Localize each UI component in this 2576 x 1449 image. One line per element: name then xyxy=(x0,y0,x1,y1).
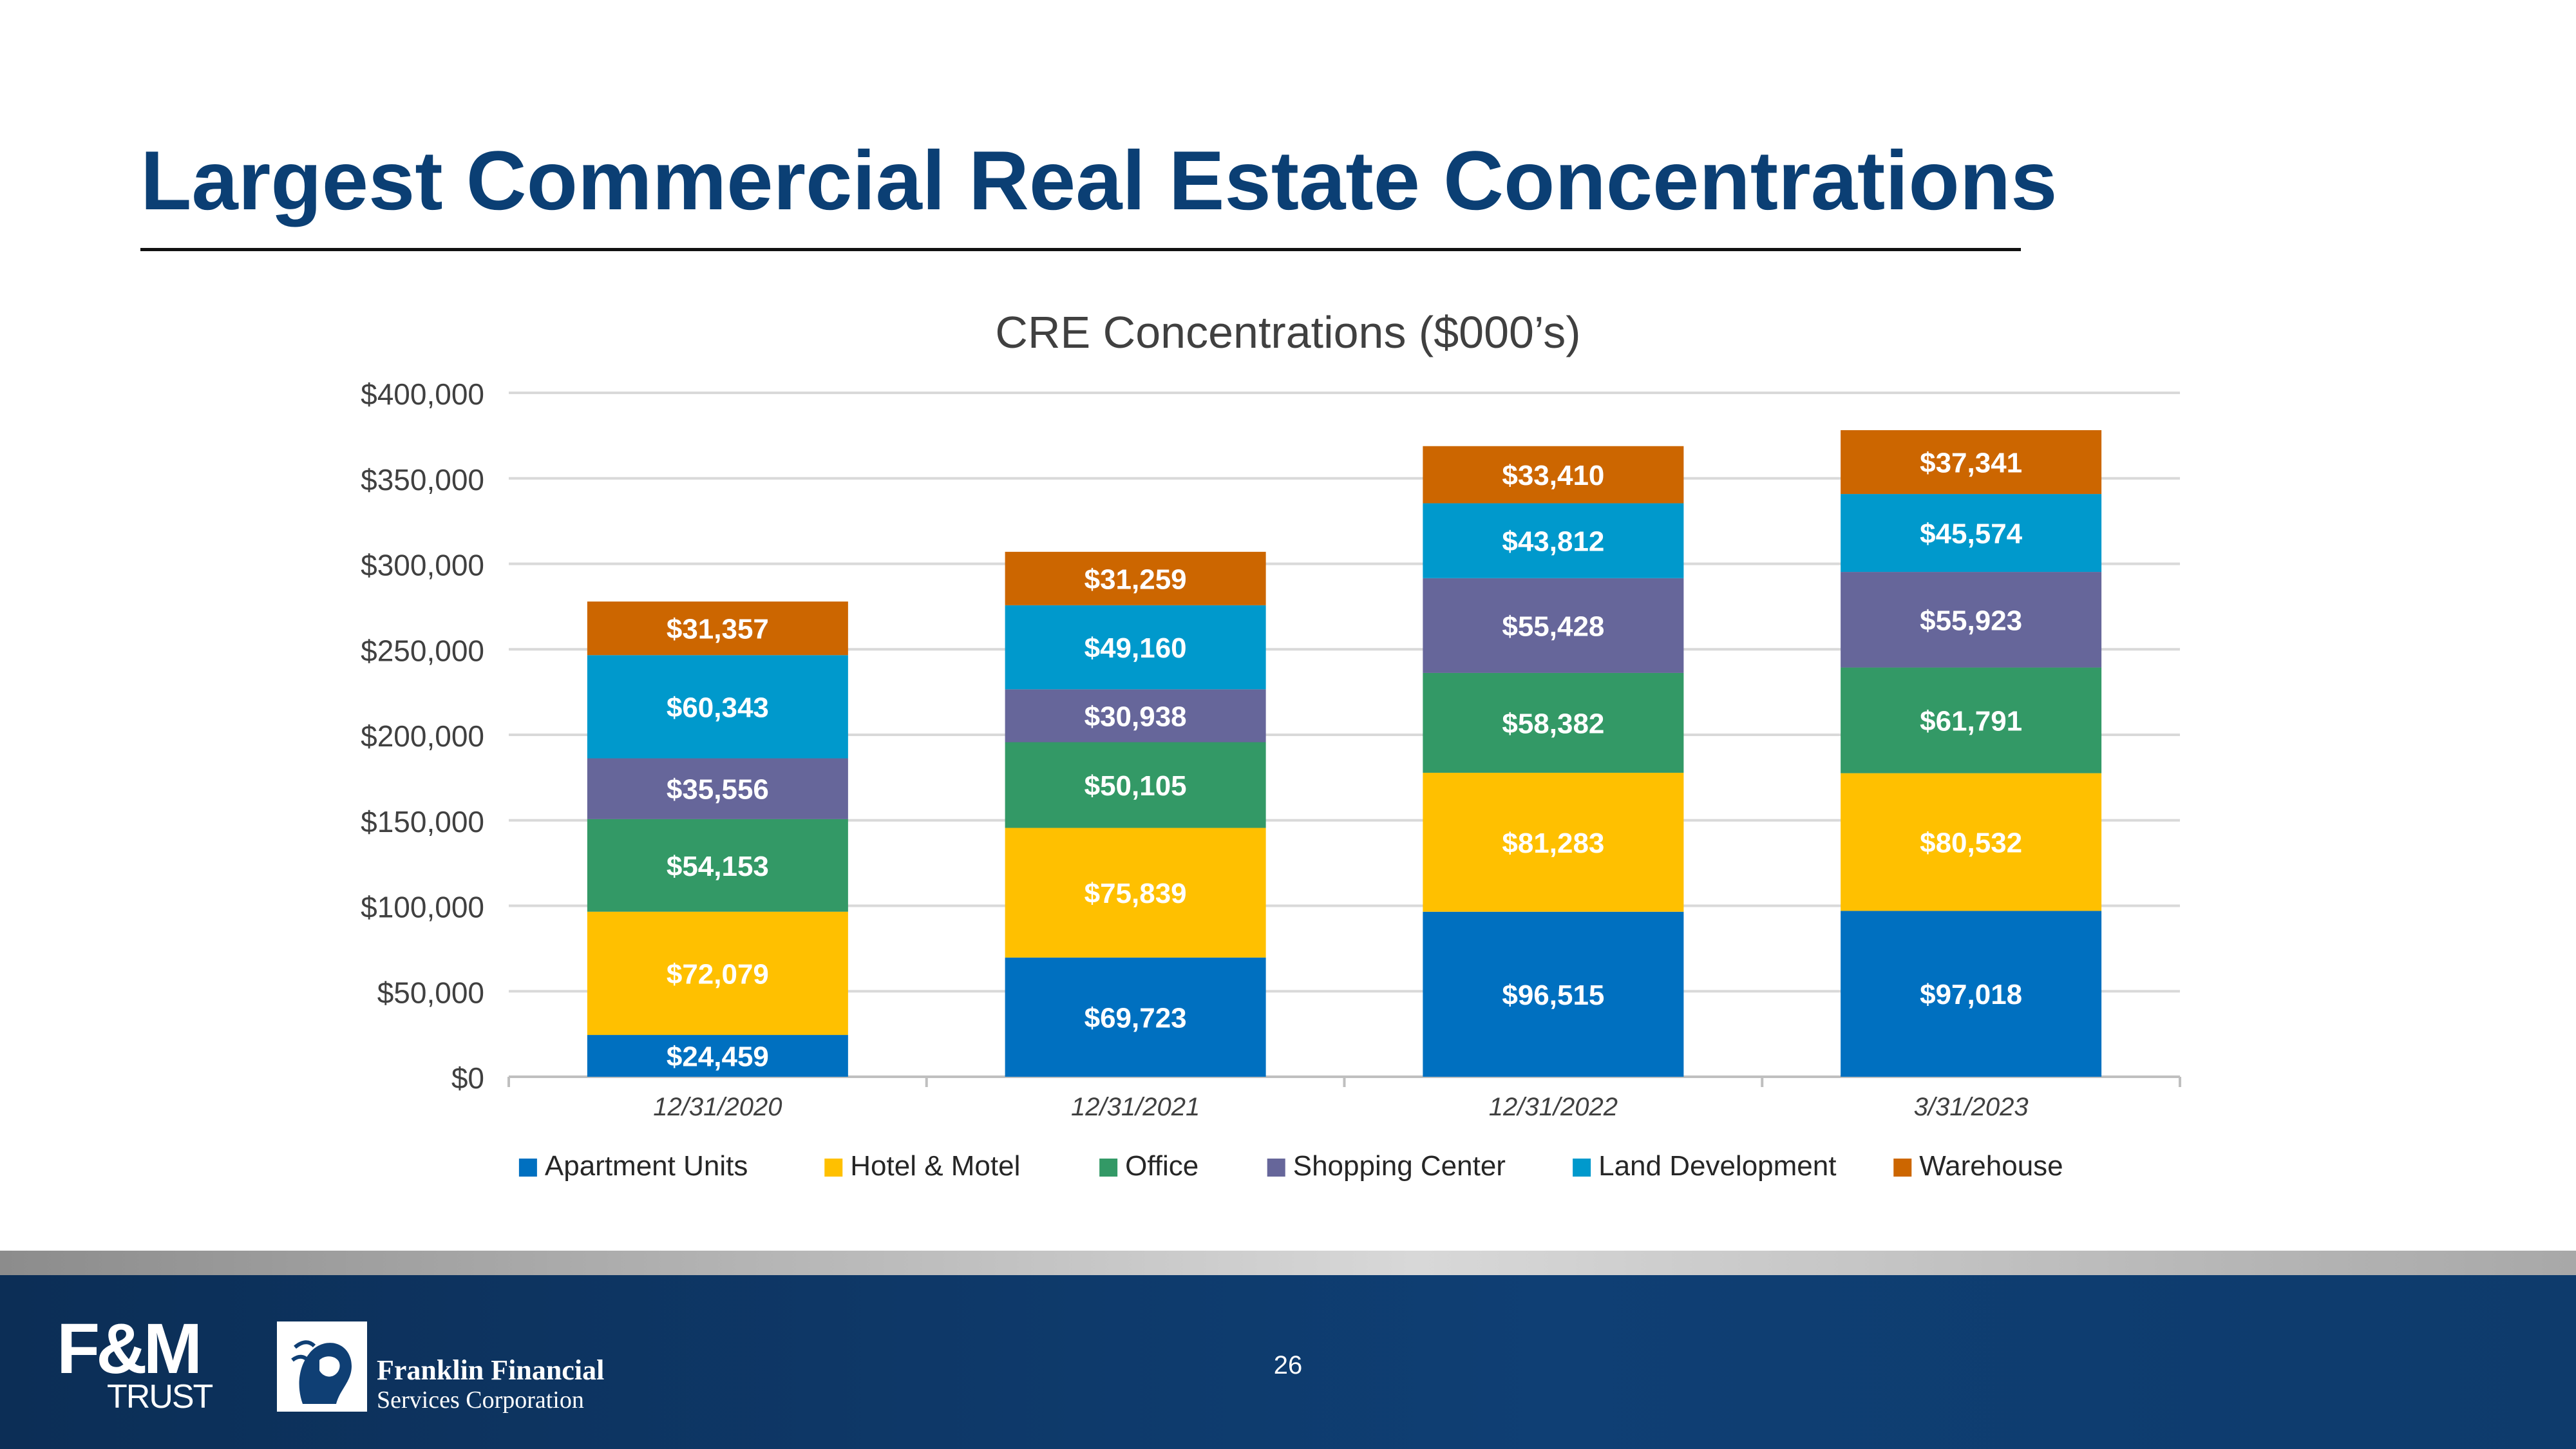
page-number: 26 xyxy=(1273,1351,1303,1379)
bar-segment xyxy=(587,819,848,912)
bar-segment xyxy=(1005,689,1266,743)
chart-svg: CRE Concentrations ($000’s) $0 $50,000 $100… xyxy=(361,307,2181,1182)
title-divider xyxy=(140,248,2021,251)
legend-swatch xyxy=(1267,1159,1285,1177)
data-label: $49,160 xyxy=(1084,632,1187,664)
franklin-subtitle: Services Corporation xyxy=(377,1387,584,1414)
fm-logo-subtext: TRUST xyxy=(107,1378,213,1416)
data-label: $97,018 xyxy=(1920,979,2022,1010)
data-label: $30,938 xyxy=(1084,701,1187,732)
fm-trust-logo: F&M TRUST xyxy=(57,1309,224,1416)
x-tick-label: 12/31/2020 xyxy=(653,1093,782,1121)
bar-segment xyxy=(1423,772,1684,912)
bar-segment xyxy=(1841,430,2102,495)
data-label: $31,259 xyxy=(1084,564,1187,595)
y-tick-label: $250,000 xyxy=(361,634,484,667)
data-label: $81,283 xyxy=(1502,828,1604,859)
franklin-financial-logo: Franklin Financial Services Corporation xyxy=(277,1321,612,1418)
y-tick-label: $150,000 xyxy=(361,805,484,838)
data-label: $35,556 xyxy=(667,774,769,806)
bar-segment xyxy=(1005,742,1266,828)
bar-segment xyxy=(1841,911,2102,1077)
bar-segment xyxy=(1841,667,2102,773)
data-label: $60,343 xyxy=(667,692,769,723)
data-label: $33,410 xyxy=(1502,460,1604,491)
bar-segment xyxy=(1005,551,1266,605)
legend-label: Office xyxy=(1125,1150,1198,1182)
legend-swatch xyxy=(1099,1159,1118,1177)
y-tick-label: $100,000 xyxy=(361,891,484,924)
fm-logo-text: F&M xyxy=(57,1309,202,1388)
legend-label: Hotel & Motel xyxy=(850,1150,1020,1182)
legend-swatch xyxy=(824,1159,843,1177)
data-label: $31,357 xyxy=(667,614,769,645)
footer-bar xyxy=(0,1275,2576,1449)
y-tick-label: $350,000 xyxy=(361,463,484,497)
bar-segment xyxy=(1005,828,1266,958)
slide-title: Largest Commercial Real Estate Concentra… xyxy=(140,133,2058,227)
bar-segment xyxy=(587,655,848,759)
x-tick-label: 12/31/2022 xyxy=(1489,1093,1618,1121)
legend-label: Shopping Center xyxy=(1293,1150,1506,1182)
legend-label: Apartment Units xyxy=(545,1150,748,1182)
legend-swatch xyxy=(1573,1159,1591,1177)
data-label: $75,839 xyxy=(1084,878,1187,909)
y-tick-label: $200,000 xyxy=(361,719,484,753)
legend-label: Warehouse xyxy=(1919,1150,2063,1182)
data-label: $55,923 xyxy=(1920,605,2022,636)
bar-segment xyxy=(1841,494,2102,573)
x-tick-label: 3/31/2023 xyxy=(1914,1093,2029,1121)
data-label: $24,459 xyxy=(667,1041,769,1073)
data-label: $55,428 xyxy=(1502,611,1604,642)
y-tick-label: $50,000 xyxy=(377,976,484,1009)
legend-swatch xyxy=(518,1159,537,1177)
bar-segment xyxy=(1423,503,1684,578)
data-label: $37,341 xyxy=(1920,448,2022,479)
data-label: $80,532 xyxy=(1920,828,2022,859)
data-label: $58,382 xyxy=(1502,708,1604,739)
x-tick-label: 12/31/2021 xyxy=(1071,1093,1200,1121)
y-tick-label: $400,000 xyxy=(361,377,484,411)
bar-segment xyxy=(1841,572,2102,668)
chart-title: CRE Concentrations ($000’s) xyxy=(995,307,1580,357)
bar-segment xyxy=(1423,911,1684,1077)
bar-segment xyxy=(1005,605,1266,690)
bar-segment xyxy=(587,911,848,1036)
legend-label: Land Development xyxy=(1598,1150,1836,1182)
data-label: $61,791 xyxy=(1920,706,2022,737)
y-tick-label: $0 xyxy=(451,1061,484,1095)
bar-segment xyxy=(587,601,848,656)
bar-segment xyxy=(1841,773,2102,911)
bar-segment xyxy=(1005,957,1266,1077)
data-label: $45,574 xyxy=(1920,518,2023,550)
data-label: $50,105 xyxy=(1084,770,1187,802)
data-label: $43,812 xyxy=(1502,526,1604,558)
franklin-portrait-icon xyxy=(277,1321,367,1412)
data-label: $96,515 xyxy=(1502,980,1604,1011)
footer-stripe xyxy=(0,1251,2576,1275)
y-tick-label: $300,000 xyxy=(361,549,484,582)
bar-segment xyxy=(1423,578,1684,673)
cre-stacked-bar-chart: CRE Concentrations ($000’s) $0 $50,000 $100… xyxy=(0,283,2576,1224)
data-label: $69,723 xyxy=(1084,1002,1187,1034)
data-label: $54,153 xyxy=(667,851,769,882)
bar-segment xyxy=(1423,672,1684,773)
data-label: $72,079 xyxy=(667,958,769,990)
bar-segment xyxy=(587,758,848,819)
bar-segment xyxy=(587,1035,848,1077)
franklin-name: Franklin Financial xyxy=(377,1354,605,1386)
bar-segment xyxy=(1423,446,1684,504)
legend-swatch xyxy=(1893,1159,1912,1177)
